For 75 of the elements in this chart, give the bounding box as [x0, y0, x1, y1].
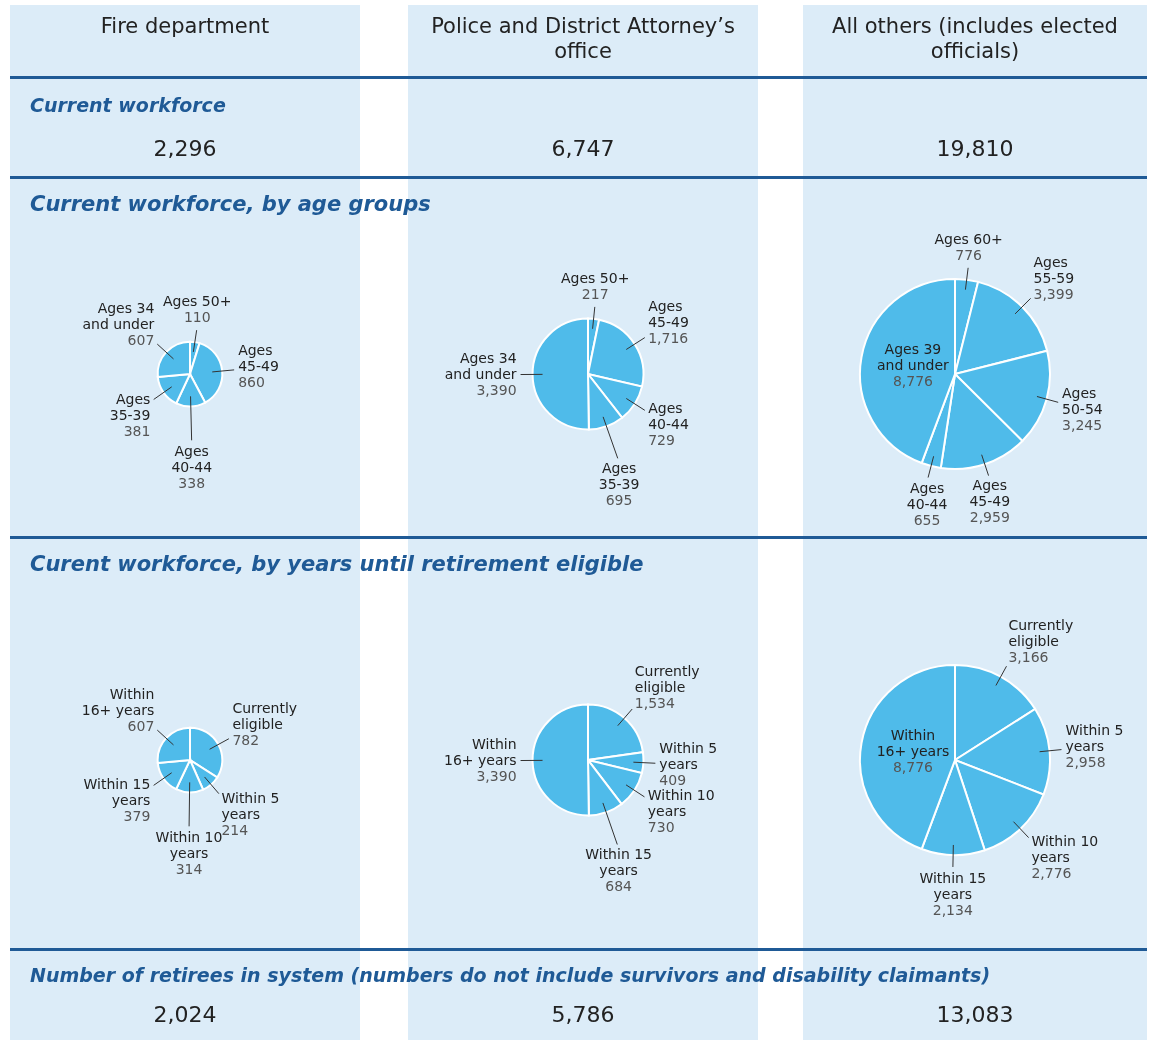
data-label: 730 [647, 819, 675, 836]
slice-label: Ages 40-44 [648, 400, 689, 433]
data-label: 607 [127, 332, 155, 349]
text: Number of retirees in system (numbers do not include survivors and disability claimants) [30, 964, 991, 986]
data-label: 6,747 [550, 136, 616, 161]
slice-label: Within 16+ years [444, 735, 517, 768]
data-label: 776 [955, 246, 983, 263]
data-label: 5,786 [550, 1002, 616, 1027]
data-label: 3,166 [1008, 648, 1049, 665]
slice-label: Ages 40-44 [171, 443, 213, 476]
data-label: 2,958 [1065, 753, 1106, 770]
slice-label: Within 15 years [919, 869, 987, 902]
slice-label: Ages 40-44 [906, 479, 948, 512]
category-label: All others (includes elected officials) [831, 14, 1119, 64]
data-label: 1,716 [648, 329, 689, 346]
slice-label: Within 5 years [221, 789, 280, 822]
slice-label: Ages 60+ [934, 230, 1003, 247]
slice-label: Currently eligible [232, 700, 298, 733]
data-label: 782 [232, 732, 260, 749]
data-label: 655 [913, 511, 941, 528]
slice-label: Within 15 years [83, 776, 151, 809]
data-label: 2,134 [932, 901, 973, 918]
slice-label: Within 10 years [647, 787, 715, 820]
slice-label: Ages 35-39 [598, 459, 640, 492]
data-label: 3,390 [476, 381, 517, 398]
data-label: 409 [659, 771, 687, 788]
slice-label: Ages 50-54 [1062, 384, 1103, 417]
slice-label: Ages 45-49 [969, 477, 1011, 510]
data-label: 3,390 [476, 767, 517, 784]
data-label: 1,534 [634, 694, 675, 711]
data-label: 19,810 [935, 136, 1015, 161]
slice-label: Currently eligible [634, 662, 700, 695]
category-label: Police and District Attorney’s office [430, 14, 736, 64]
data-label: 8,776 [892, 759, 934, 776]
data-label: 2,776 [1031, 864, 1072, 881]
chart-title: Curent workforce, by years until retirement eligible [30, 552, 644, 576]
slice-label: Ages 55-59 [1033, 253, 1075, 286]
data-label: 729 [648, 432, 675, 449]
data-label: 607 [127, 718, 155, 735]
slice-label: Ages 50+ [163, 293, 232, 310]
slice-label: Within 16+ years [81, 686, 155, 719]
data-label: 860 [238, 374, 265, 391]
data-label: 2,296 [152, 136, 218, 161]
chart-title: Current workforce, by age groups [30, 192, 431, 216]
category-label: Fire department [99, 14, 271, 39]
slice-label: Within 10 years [155, 829, 223, 862]
data-label: 338 [178, 475, 206, 492]
data-label: 8,776 [892, 373, 934, 390]
slice-label: Currently eligible [1008, 616, 1074, 649]
slice-label: Within 5 years [659, 739, 718, 772]
slice-label: Ages 45-49 [238, 342, 279, 375]
slice-label: Ages 34 and under [444, 349, 517, 382]
slice-label: Ages 35-39 [109, 390, 151, 423]
data-label: 110 [183, 309, 211, 326]
data-label: 3,245 [1062, 416, 1103, 433]
slice-label: Within 15 years [585, 845, 653, 878]
slice-label: Within 5 years [1065, 721, 1124, 754]
data-label: 379 [123, 808, 151, 825]
data-label: 3,399 [1033, 285, 1074, 302]
slice-label: Ages 50+ [561, 270, 630, 286]
data-label: 684 [605, 877, 633, 894]
text: Current workforce [30, 94, 226, 116]
data-label: 214 [221, 821, 249, 838]
slice-label: Ages 39 and under [877, 341, 950, 374]
data-label: 2,024 [152, 1002, 218, 1027]
data-label: 381 [123, 422, 151, 439]
data-label: 314 [175, 861, 203, 878]
data-label: 695 [605, 491, 633, 508]
slice-label: Within 16+ years [876, 727, 950, 760]
slice-label: Ages 45-49 [648, 297, 689, 330]
slice-label: Ages 34 and under [82, 300, 155, 333]
data-label: 13,083 [935, 1002, 1015, 1027]
slice-label: Within 10 years [1031, 832, 1099, 865]
data-label: 2,959 [969, 509, 1010, 526]
data-label: 217 [581, 286, 609, 302]
